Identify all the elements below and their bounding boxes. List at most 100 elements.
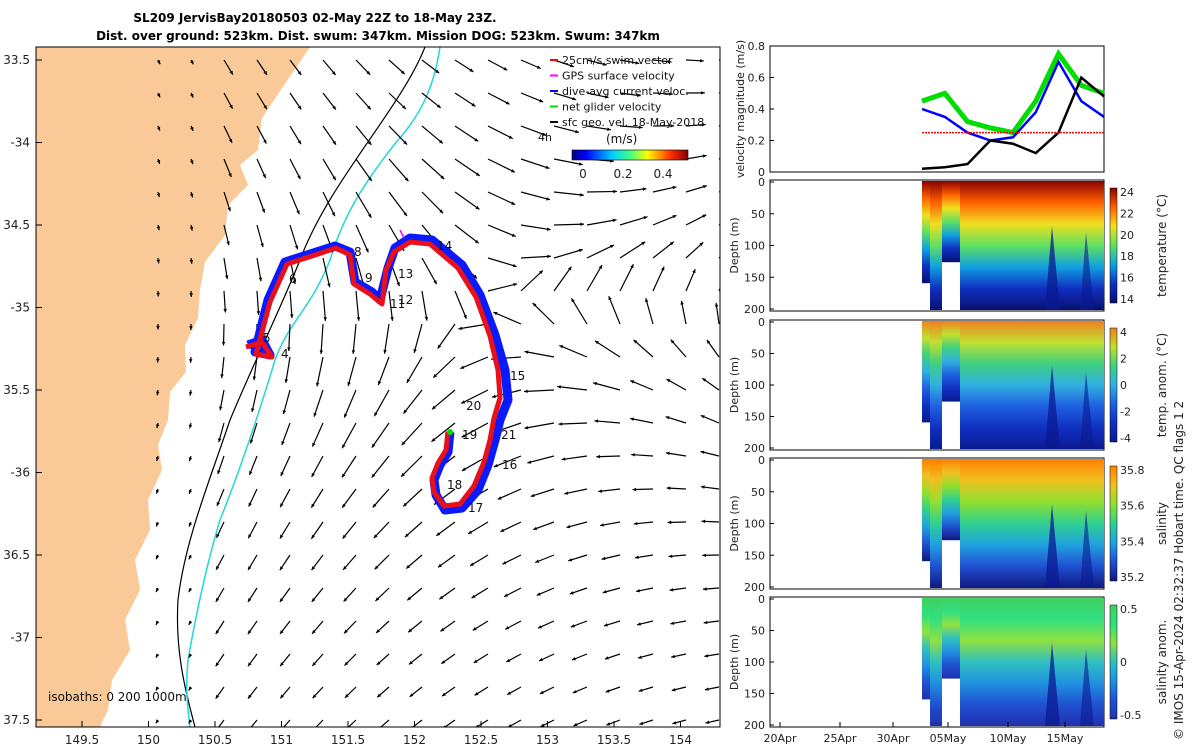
- vector-arrowhead: [493, 463, 498, 468]
- vector-arrowhead: [188, 522, 193, 527]
- depth-tick-label: 50: [751, 625, 765, 638]
- vector-arrow: [467, 521, 489, 535]
- vector-arrow: [322, 158, 337, 181]
- vector-arrow: [322, 290, 327, 321]
- vector-arrowhead: [311, 472, 315, 477]
- vector-arrow: [520, 92, 544, 103]
- colorbar-label: (m/s): [606, 132, 637, 146]
- vector-arrow: [373, 389, 390, 417]
- section-feature: [1045, 225, 1060, 310]
- vector-arrow: [251, 389, 258, 413]
- vector-arrowhead: [188, 457, 193, 462]
- vector-arrowhead: [439, 209, 444, 214]
- map-ytick-label: -35: [10, 301, 30, 315]
- depth-tick-label: 100: [744, 240, 765, 253]
- vector-arrowhead: [155, 424, 160, 429]
- colorbar-tick-label: 24: [1120, 186, 1134, 199]
- colorbar-tick-label: 0: [579, 167, 587, 181]
- vector-arrowhead: [594, 340, 599, 345]
- vector-arrow: [401, 422, 423, 446]
- vector-arrow: [586, 219, 617, 226]
- vector-arrowhead: [493, 311, 498, 316]
- section-fill: [922, 459, 930, 562]
- vector-arrowhead: [461, 400, 466, 404]
- vector-arrow: [553, 125, 580, 134]
- vector-arrowhead: [667, 520, 672, 525]
- vector-arrowhead: [218, 438, 222, 443]
- vector-arrowhead: [680, 300, 684, 305]
- vector-arrowhead: [536, 65, 541, 69]
- vector-arrowhead: [221, 341, 226, 346]
- date-tick-label: 05May: [930, 732, 967, 745]
- vector-arrowhead: [491, 394, 496, 399]
- vector-arrow: [322, 191, 336, 217]
- depth-tick-label: 50: [751, 486, 765, 499]
- vector-arrow: [322, 125, 337, 146]
- vector-arrowhead: [630, 417, 634, 421]
- vector-arrowhead: [188, 555, 193, 560]
- waypoint-label: 14: [437, 239, 452, 253]
- vector-arrowhead: [377, 381, 382, 386]
- vector-arrowhead: [608, 296, 612, 301]
- vector-arrowhead: [669, 92, 673, 96]
- section-feature: [1080, 372, 1094, 449]
- vector-arrow: [421, 257, 438, 285]
- waypoint-label: 17: [468, 501, 483, 515]
- depth-tick-label: 0: [758, 593, 765, 606]
- vector-arrowhead: [666, 379, 671, 383]
- vector-arrow: [680, 300, 687, 325]
- map-ytick-label: -37: [10, 631, 30, 645]
- vector-arrow: [289, 290, 293, 319]
- vector-arrowhead: [570, 624, 575, 628]
- section-fill: [922, 181, 930, 284]
- vector-arrowhead: [344, 629, 348, 634]
- vector-arrowhead: [704, 654, 709, 658]
- depth-tick-label: 200: [744, 442, 765, 455]
- section-feature: [1045, 365, 1060, 449]
- vector-arrowhead: [665, 451, 670, 456]
- vector-arrowhead: [190, 93, 194, 98]
- vector-arrowhead: [600, 523, 604, 527]
- vector-arrow: [432, 356, 456, 379]
- map-xtick-label: 150.5: [198, 733, 232, 747]
- vector-arrow: [355, 290, 360, 321]
- vel-ytick-label: 0: [758, 166, 765, 179]
- vector-arrowhead: [248, 694, 252, 699]
- vector-arrow: [421, 158, 445, 180]
- isobath-200m: [176, 47, 426, 727]
- vector-arrowhead: [351, 350, 356, 354]
- vector-arrowhead: [216, 727, 220, 731]
- colorbar-tick-label: -0.5: [1120, 709, 1141, 722]
- section-fill: [960, 181, 1104, 310]
- vector-arrowhead: [156, 588, 160, 593]
- colorbar-tick-label: 35.8: [1120, 464, 1145, 477]
- vector-arrowhead: [280, 630, 284, 635]
- vector-arrowhead: [367, 141, 372, 145]
- depth-tick-label: 150: [744, 411, 765, 424]
- depth-tick-label: 100: [744, 656, 765, 669]
- vector-arrowhead: [280, 472, 284, 477]
- vector-arrow: [373, 521, 390, 539]
- vector-arrowhead: [672, 721, 677, 725]
- vector-arrow: [500, 521, 522, 533]
- vector-arrow: [598, 488, 621, 493]
- vector-arrow: [372, 488, 390, 508]
- waypoint-label: 12: [398, 293, 413, 307]
- vector-arrow: [458, 323, 489, 330]
- vector-arrowhead: [311, 503, 315, 508]
- vector-arrowhead: [703, 620, 708, 625]
- vector-arrowhead: [733, 214, 737, 217]
- vector-arrow: [524, 350, 555, 358]
- vector-arrow: [355, 92, 372, 110]
- vector-arrowhead: [575, 129, 579, 134]
- vector-arrowhead: [227, 207, 231, 212]
- map-xtick-label: 154: [669, 733, 692, 747]
- vector-arrowhead: [511, 201, 516, 205]
- waypoint-label: 18: [447, 478, 462, 492]
- vector-arrowhead: [667, 59, 672, 64]
- vector-arrowhead: [606, 722, 611, 726]
- vector-arrowhead: [505, 626, 510, 630]
- vector-arrowhead: [156, 126, 161, 131]
- vector-arrowhead: [469, 68, 474, 72]
- vector-arrowhead: [347, 382, 351, 386]
